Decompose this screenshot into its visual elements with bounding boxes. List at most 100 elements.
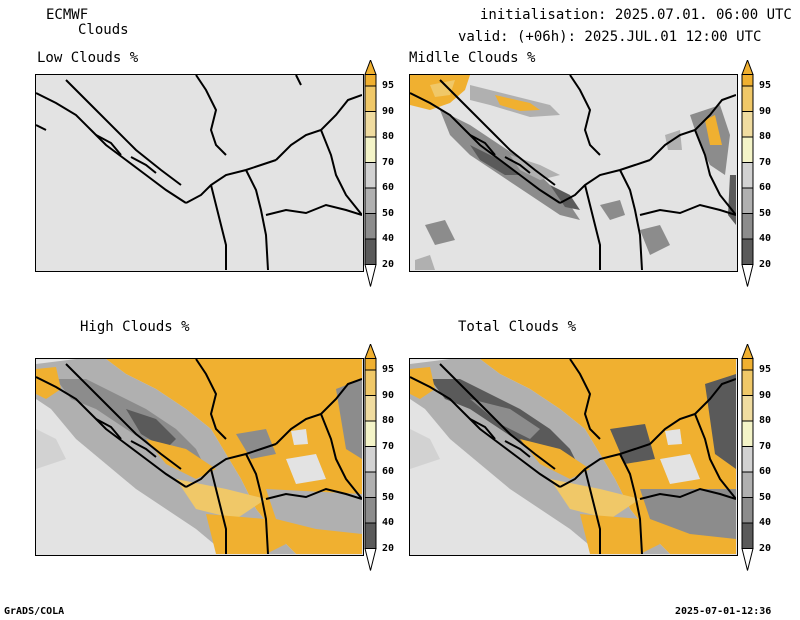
colorbar-graphic	[364, 344, 377, 571]
borders-high	[36, 359, 362, 554]
total-clouds-map-canvas	[410, 359, 736, 554]
colorbar-label-60: 60	[759, 466, 772, 477]
colorbar-label-50: 50	[382, 491, 395, 503]
footer-timestamp: 2025-07-01-12:36	[675, 606, 772, 617]
colorbar-segment-20	[741, 238, 754, 265]
init-time: initialisation: 2025.07.01. 06:00 UTC	[480, 7, 792, 23]
colorbar-segment-95	[741, 74, 754, 87]
middle-clouds-map-canvas	[410, 75, 736, 270]
colorbar-label-50: 50	[759, 207, 772, 219]
colorbar-label-80: 80	[382, 415, 395, 426]
colorbar-label-50: 50	[382, 207, 395, 219]
colorbar-bottom-arrow	[364, 264, 377, 287]
high-cloud-field	[36, 359, 362, 554]
colorbar-label-90: 90	[382, 105, 395, 117]
colorbar-high: 95 90 80 70 60 50 40 20	[364, 344, 394, 574]
colorbar-label-70: 70	[759, 440, 772, 452]
colorbar-graphic	[741, 60, 754, 287]
colorbar-label-70: 70	[382, 440, 395, 452]
colorbar-middle: 95 90 80 70 60 50 40 20	[741, 60, 771, 290]
colorbar-label-90: 90	[759, 105, 772, 117]
colorbar-segment-50	[364, 471, 377, 498]
colorbar-segment-20	[364, 522, 377, 549]
total-cloud-field	[410, 359, 736, 554]
colorbar-label-70: 70	[382, 156, 395, 168]
colorbar-label-40: 40	[759, 233, 772, 244]
colorbar-segment-40	[741, 213, 754, 240]
colorbar-graphic	[364, 60, 377, 287]
colorbar-segment-40	[741, 497, 754, 524]
colorbar-segment-20	[741, 522, 754, 549]
colorbar-segment-40	[364, 213, 377, 240]
low-clouds-map-canvas	[36, 75, 362, 270]
colorbar-top-arrow	[741, 60, 754, 75]
colorbar-label-80: 80	[759, 415, 772, 426]
colorbar-label-95: 95	[382, 80, 395, 91]
colorbar-label-40: 40	[759, 517, 772, 528]
colorbar-segment-80	[364, 395, 377, 422]
colorbar-segment-95	[364, 74, 377, 87]
colorbar-label-80: 80	[382, 131, 395, 142]
colorbar-segment-80	[741, 111, 754, 138]
colorbar-bottom-arrow	[741, 264, 754, 287]
colorbar-segment-60	[741, 446, 754, 473]
colorbar-segment-90	[364, 369, 377, 396]
borders-total	[410, 359, 736, 554]
panel-title-total: Total Clouds %	[458, 319, 577, 335]
colorbar-label-20: 20	[382, 258, 395, 270]
colorbar-segment-20	[364, 238, 377, 265]
high-clouds-map-canvas	[36, 359, 362, 554]
colorbar-bottom-arrow	[741, 548, 754, 571]
map-high-clouds	[35, 358, 364, 556]
colorbar-label-60: 60	[759, 182, 772, 193]
map-total-clouds	[409, 358, 738, 556]
colorbar-segment-90	[364, 85, 377, 112]
colorbar-segment-70	[741, 136, 754, 163]
colorbar-label-20: 20	[759, 258, 772, 270]
colorbar-segment-60	[364, 446, 377, 473]
colorbar-segment-90	[741, 85, 754, 112]
middle-cloud-field	[410, 75, 736, 270]
colorbar-label-70: 70	[759, 156, 772, 168]
model-label: ECMWF	[46, 7, 89, 23]
colorbar-segment-90	[741, 369, 754, 396]
colorbar-label-95: 95	[759, 364, 772, 375]
colorbar-top-arrow	[741, 344, 754, 359]
map-middle-clouds	[409, 74, 738, 272]
colorbar-label-60: 60	[382, 466, 395, 477]
colorbar-label-20: 20	[382, 542, 395, 554]
colorbar-segment-95	[364, 358, 377, 371]
colorbar-segment-95	[741, 358, 754, 371]
colorbar-low: 95 90 80 70 60 50 40 20	[364, 60, 394, 290]
map-low-clouds	[35, 74, 364, 272]
colorbar-segment-70	[741, 420, 754, 447]
colorbar-label-90: 90	[759, 389, 772, 401]
colorbar-label-40: 40	[382, 517, 395, 528]
panel-title-low: Low Clouds %	[37, 50, 139, 66]
colorbar-graphic	[741, 344, 754, 571]
colorbar-segment-50	[741, 187, 754, 214]
colorbar-segment-40	[364, 497, 377, 524]
colorbar-total: 95 90 80 70 60 50 40 20	[741, 344, 771, 574]
colorbar-label-20: 20	[759, 542, 772, 554]
colorbar-label-40: 40	[382, 233, 395, 244]
valid-time: valid: (+06h): 2025.JUL.01 12:00 UTC	[458, 29, 762, 45]
colorbar-segment-50	[741, 471, 754, 498]
borders-low	[36, 75, 362, 270]
colorbar-segment-70	[364, 136, 377, 163]
colorbar-segment-70	[364, 420, 377, 447]
borders-middle	[410, 75, 736, 270]
colorbar-top-arrow	[364, 344, 377, 359]
colorbar-label-90: 90	[382, 389, 395, 401]
colorbar-label-60: 60	[382, 182, 395, 193]
panel-title-middle: Midlle Clouds %	[409, 50, 536, 66]
colorbar-label-95: 95	[759, 80, 772, 91]
colorbar-segment-60	[364, 162, 377, 189]
colorbar-segment-80	[364, 111, 377, 138]
colorbar-label-50: 50	[759, 491, 772, 503]
product-label: Clouds	[78, 22, 129, 38]
colorbar-segment-60	[741, 162, 754, 189]
colorbar-label-80: 80	[759, 131, 772, 142]
colorbar-segment-80	[741, 395, 754, 422]
colorbar-bottom-arrow	[364, 548, 377, 571]
